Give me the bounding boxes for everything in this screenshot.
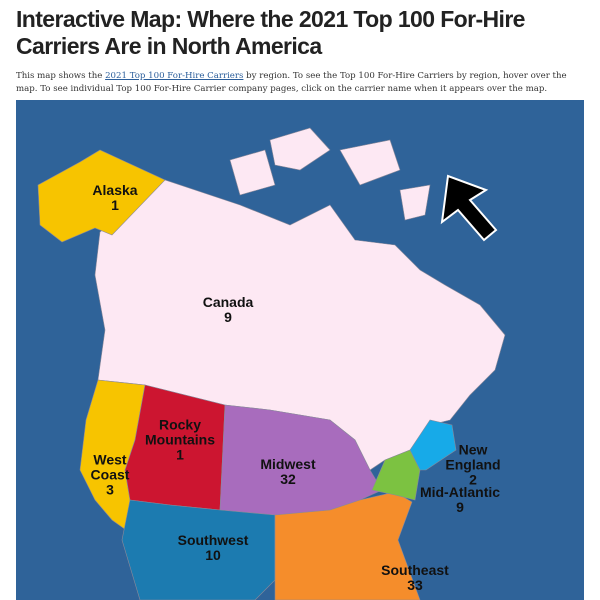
region-label[interactable]: Midwest 32 xyxy=(248,457,328,487)
new-england xyxy=(409,419,457,471)
region-name: Rocky Mountains xyxy=(145,416,215,448)
arctic-islands xyxy=(229,127,431,221)
title: Interactive Map: Where the 2021 Top 100 … xyxy=(16,6,525,59)
description: This map shows the 2021 Top 100 For-Hire… xyxy=(16,70,581,96)
region-name: Southwest xyxy=(177,532,249,548)
region-label[interactable]: Rocky Mountains 1 xyxy=(145,416,215,463)
region-label[interactable]: West Coast 3 xyxy=(88,451,133,498)
region-name: New England xyxy=(445,441,501,473)
region-label[interactable]: Southeast 33 xyxy=(375,563,455,593)
region-count: 9 xyxy=(456,499,464,515)
map[interactable]: Alaska 1 Canada 9 Rocky Mountains 1 West Coast… xyxy=(16,100,584,600)
region-name: Midwest xyxy=(260,456,316,472)
text: This map shows the xyxy=(16,71,103,81)
southeast xyxy=(274,491,421,600)
region-label[interactable]: New England 2 xyxy=(443,441,503,488)
region-name: West Coast xyxy=(90,451,130,483)
link[interactable]: 2021 Top 100 For-Hire Carriers xyxy=(105,71,244,81)
map-graphic xyxy=(16,100,584,600)
region-label[interactable]: Southwest 10 xyxy=(168,533,258,563)
region-name: Alaska xyxy=(92,182,138,198)
region-label[interactable]: Alaska 1 xyxy=(80,183,150,213)
cursor-arrow xyxy=(440,174,498,242)
region-name: Mid-Atlantic xyxy=(419,484,501,500)
region-count: 9 xyxy=(224,309,232,325)
region-count: 33 xyxy=(407,577,423,593)
region-label[interactable]: Mid-Atlantic 9 xyxy=(415,485,505,515)
region-count: 32 xyxy=(280,471,296,487)
region-count: 10 xyxy=(205,547,221,563)
region-count: 2 xyxy=(469,471,477,488)
region-count: 1 xyxy=(176,446,184,463)
region-name: Canada xyxy=(202,294,254,310)
region-label[interactable]: Canada 9 xyxy=(183,295,273,325)
alaska xyxy=(37,149,166,243)
text: by region. To see the Top 100 For-Hire C… xyxy=(16,71,567,94)
region-count: 3 xyxy=(106,481,114,498)
region-count: 1 xyxy=(111,197,119,213)
region-name: Southeast xyxy=(381,562,449,578)
